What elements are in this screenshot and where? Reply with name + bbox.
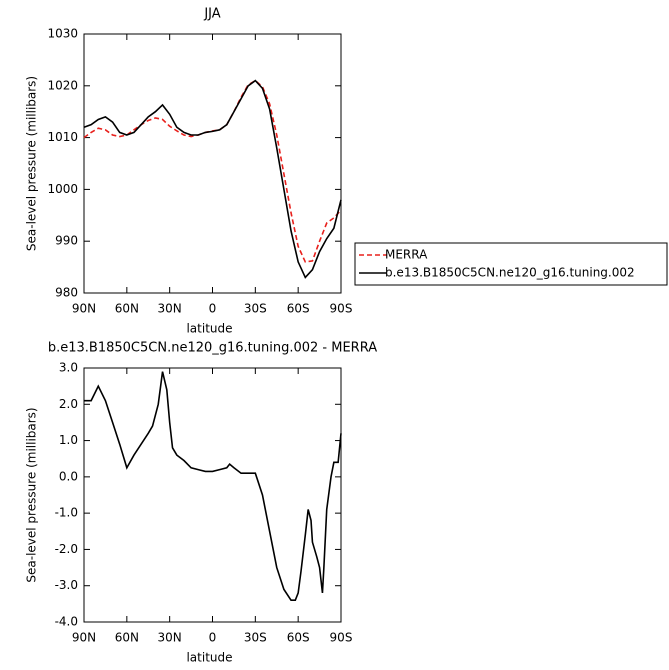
x-tick-label: 90N: [72, 631, 96, 645]
x-tick-label: 60N: [115, 302, 139, 316]
y-axis-label: Sea-level pressure (millibars): [25, 76, 39, 251]
x-tick-label: 60S: [287, 302, 310, 316]
x-tick-label: 90S: [330, 302, 353, 316]
y-tick-label: -1.0: [55, 506, 78, 520]
data-line: [83, 79, 342, 263]
y-tick-label: -2.0: [55, 542, 78, 556]
y-tick-label: 980: [55, 286, 78, 300]
x-tick-label: 90S: [330, 631, 353, 645]
x-tick-label: 0: [209, 302, 217, 316]
y-tick-label: 0.0: [59, 469, 78, 483]
y-tick-label: -4.0: [55, 615, 78, 629]
data-line: [84, 371, 342, 602]
x-tick-label: 30N: [158, 631, 182, 645]
x-axis-label: latitude: [186, 322, 232, 336]
legend-label: MERRA: [385, 248, 428, 262]
y-tick-label: 1010: [47, 130, 78, 144]
chart-title: JJA: [203, 7, 220, 22]
legend-label: b.e13.B1850C5CN.ne120_g16.tuning.002: [385, 266, 635, 280]
x-tick-label: 60S: [287, 631, 310, 645]
data-line: [83, 79, 342, 279]
y-tick-label: 1020: [47, 78, 78, 92]
y-tick-label: -3.0: [55, 578, 78, 592]
x-tick-label: 90N: [72, 302, 96, 316]
x-tick-label: 30S: [244, 631, 267, 645]
y-axis-label: Sea-level pressure (millibars): [25, 407, 39, 582]
plot-frame: [83, 367, 342, 623]
chart-title: b.e13.B1850C5CN.ne120_g16.tuning.002 - M…: [48, 341, 377, 356]
y-tick-label: 2.0: [59, 397, 78, 411]
y-tick-label: 1000: [47, 182, 78, 196]
y-tick-label: 1.0: [59, 433, 78, 447]
x-tick-label: 30S: [244, 302, 267, 316]
y-tick-label: 1030: [47, 27, 78, 41]
y-tick-label: 990: [55, 234, 78, 248]
x-tick-label: 30N: [158, 302, 182, 316]
x-tick-label: 0: [209, 631, 217, 645]
legend-box: [354, 242, 668, 286]
x-axis-label: latitude: [186, 651, 232, 665]
y-tick-label: 3.0: [59, 361, 78, 375]
x-tick-label: 60N: [115, 631, 139, 645]
